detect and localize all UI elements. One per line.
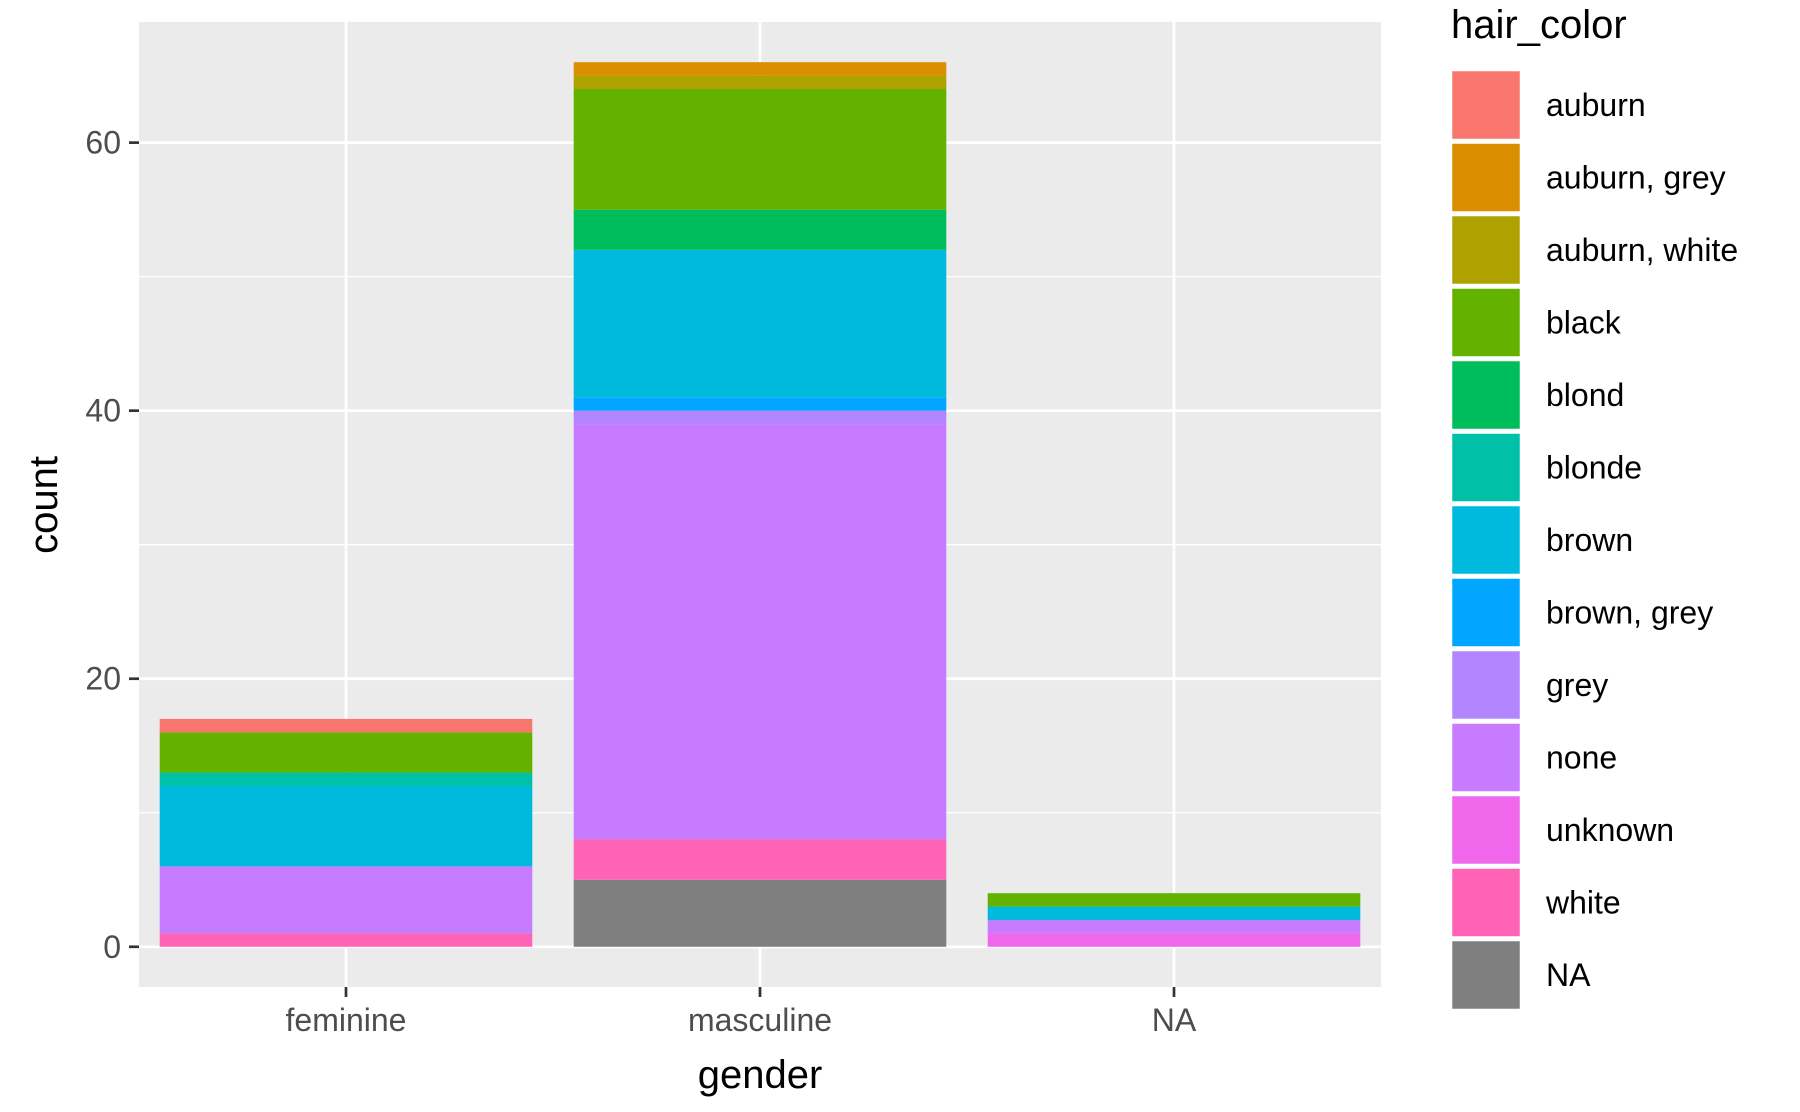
legend-key bbox=[1449, 648, 1523, 722]
x-axis-title: gender bbox=[698, 1053, 823, 1097]
legend-label: NA bbox=[1546, 957, 1591, 993]
bar-segment bbox=[573, 410, 947, 425]
y-tick-label: 20 bbox=[85, 661, 121, 697]
bar-segment bbox=[573, 249, 947, 398]
y-tick-label: 60 bbox=[85, 125, 121, 161]
bar-segment bbox=[573, 89, 947, 210]
bar-segment bbox=[159, 785, 533, 867]
bar-segment bbox=[573, 879, 947, 947]
x-tick-label: NA bbox=[1152, 1002, 1197, 1038]
legend-key bbox=[1449, 141, 1523, 214]
bar-segment bbox=[987, 919, 1361, 934]
bars bbox=[159, 62, 1361, 947]
bar-segment bbox=[159, 866, 533, 934]
y-tick-label: 40 bbox=[85, 393, 121, 429]
legend-label: blond bbox=[1546, 377, 1624, 413]
y-axis: 0 20 40 60 bbox=[85, 125, 139, 965]
bar-segment bbox=[159, 718, 533, 733]
bar-segment bbox=[573, 209, 947, 250]
x-tick-label: feminine bbox=[286, 1002, 407, 1038]
legend-key bbox=[1449, 793, 1523, 867]
legend-key bbox=[1449, 721, 1523, 794]
y-tick-label: 0 bbox=[103, 929, 121, 965]
bar-segment bbox=[987, 906, 1361, 920]
legend-title: hair_color bbox=[1451, 3, 1627, 47]
x-tick-label: masculine bbox=[688, 1002, 832, 1038]
legend-key bbox=[1449, 213, 1523, 287]
legend-key bbox=[1449, 358, 1523, 432]
legend-key bbox=[1449, 576, 1523, 649]
legend-label: auburn bbox=[1546, 87, 1646, 123]
bar-segment bbox=[573, 397, 947, 411]
legend-key bbox=[1449, 938, 1523, 1012]
legend-label: auburn, white bbox=[1546, 232, 1738, 268]
legend-key bbox=[1449, 68, 1523, 142]
bar-segment bbox=[987, 893, 1361, 907]
bar-segment bbox=[159, 732, 533, 773]
bar-segment bbox=[573, 62, 947, 76]
legend-key bbox=[1449, 286, 1523, 359]
bar-segment bbox=[987, 933, 1361, 947]
legend-label: unknown bbox=[1546, 812, 1674, 848]
bar-segment bbox=[573, 839, 947, 880]
legend-key bbox=[1449, 866, 1523, 939]
legend-label: auburn, grey bbox=[1546, 160, 1726, 196]
legend-label: brown, grey bbox=[1546, 595, 1713, 631]
legend-label: brown bbox=[1546, 522, 1633, 558]
legend-key bbox=[1449, 431, 1523, 504]
bar-segment bbox=[573, 75, 947, 90]
legend-label: none bbox=[1546, 740, 1617, 776]
y-axis-title: count bbox=[22, 456, 66, 554]
legend-label: blonde bbox=[1546, 450, 1642, 486]
legend-label: white bbox=[1545, 885, 1621, 921]
bar-segment bbox=[159, 772, 533, 786]
legend-label: black bbox=[1546, 305, 1622, 341]
x-axis: feminine masculine NA bbox=[286, 987, 1197, 1038]
legend-key bbox=[1449, 503, 1523, 577]
legend-label: grey bbox=[1546, 667, 1608, 703]
bar-segment bbox=[159, 933, 533, 947]
bar-segment bbox=[573, 424, 947, 840]
legend: hair_color auburn auburn, grey auburn, whi… bbox=[1449, 3, 1738, 1012]
